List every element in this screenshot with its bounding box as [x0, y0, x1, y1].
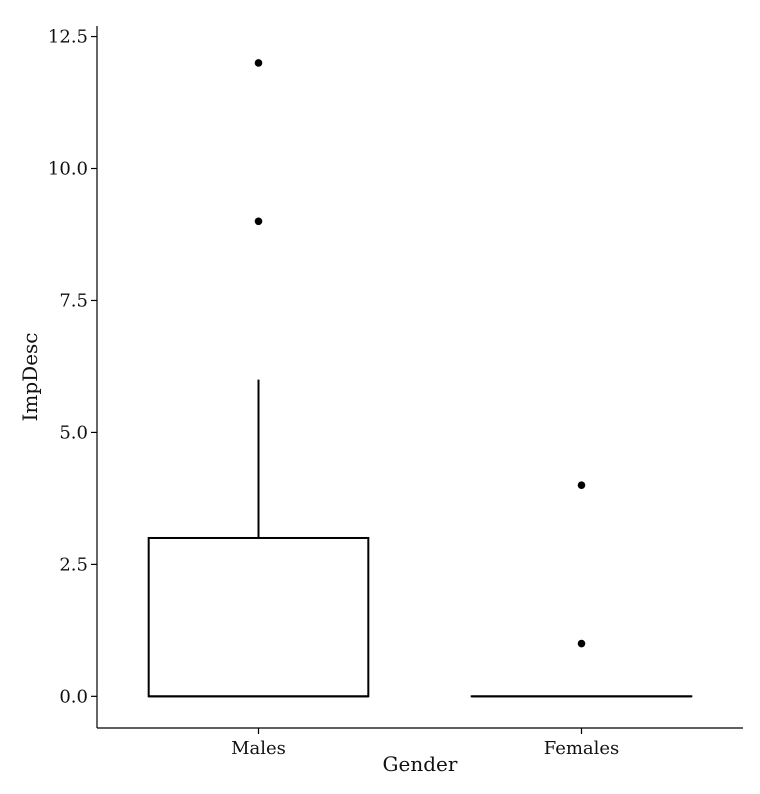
box	[147, 536, 370, 698]
y-tick-label: 5.0	[59, 422, 88, 443]
y-axis-ticks: 0.0 2.5 5.0 7.5 10.0 12.5	[48, 27, 97, 707]
y-tick-label: 12.5	[48, 27, 88, 48]
outlier-point	[254, 59, 263, 67]
x-tick-label: Females	[544, 738, 620, 759]
y-tick-label: 7.5	[59, 290, 88, 311]
box-group-males	[147, 59, 370, 698]
outlier-point	[577, 639, 586, 648]
box-group-females	[470, 481, 693, 698]
outlier-point	[254, 217, 263, 226]
chart-marks	[147, 59, 693, 698]
x-tick-label: Males	[231, 738, 286, 759]
outlier-point	[577, 481, 586, 490]
x-axis-title: Gender	[383, 752, 458, 776]
y-tick-label: 2.5	[59, 554, 88, 575]
y-tick-label: 0.0	[59, 686, 88, 707]
y-axis-title: ImpDesc	[18, 332, 42, 421]
x-axis-ticks: Males Females	[231, 728, 619, 759]
y-tick-label: 10.0	[48, 159, 88, 180]
